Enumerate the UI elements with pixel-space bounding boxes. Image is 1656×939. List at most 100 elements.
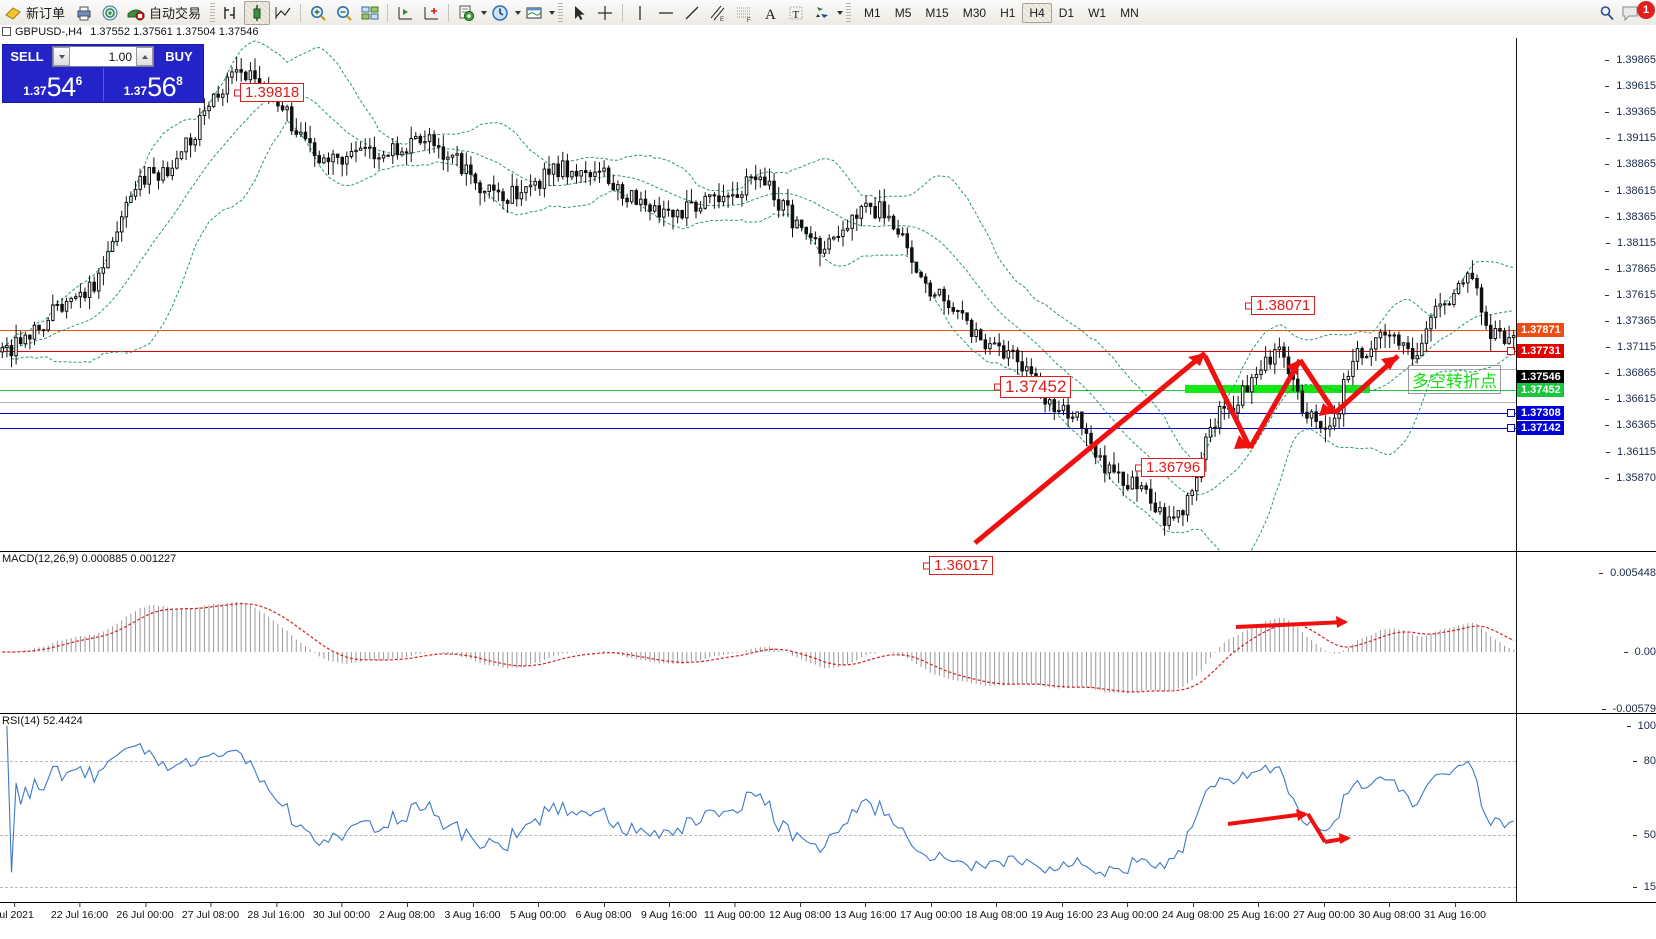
price-tick: 1.39115 bbox=[1606, 132, 1656, 144]
volume-stepper[interactable]: 1.00 bbox=[52, 46, 154, 67]
text-tool-button[interactable]: A bbox=[757, 1, 783, 25]
time-tick: 31 Aug 16:00 bbox=[1424, 902, 1486, 921]
tile-windows-icon bbox=[360, 3, 380, 23]
timeframe-m1[interactable]: M1 bbox=[864, 5, 881, 20]
price-pane[interactable]: 1.39865 1.39615 1.39365 1.39115 1.38865 1.386… bbox=[0, 38, 1656, 575]
horizontal-line-button[interactable] bbox=[653, 1, 679, 25]
timeframe-d1[interactable]: D1 bbox=[1058, 5, 1075, 20]
notification-badge: 1 bbox=[1637, 0, 1655, 19]
rsi-pane[interactable]: RSI(14) 52.4424 100 80 50 15 bbox=[0, 713, 1656, 903]
level-line-137142[interactable] bbox=[0, 428, 1516, 429]
template-icon bbox=[524, 3, 544, 23]
templates-dropdown-caret[interactable] bbox=[549, 10, 556, 15]
chart-shift-icon bbox=[395, 3, 415, 23]
level-handle-137142[interactable] bbox=[1507, 424, 1515, 432]
arrows-dropdown-caret[interactable] bbox=[837, 10, 844, 15]
notifications-button[interactable]: 1 bbox=[1620, 0, 1656, 25]
annotation-138071[interactable]: 1.38071 bbox=[1251, 296, 1316, 315]
chart-area[interactable]: 1.39865 1.39615 1.39365 1.39115 1.38865 1.386… bbox=[0, 38, 1656, 939]
price-tag-137452[interactable]: 1.37452 bbox=[1517, 383, 1564, 397]
zoom-in-icon bbox=[308, 3, 328, 23]
equidistant-channel-button[interactable]: E bbox=[705, 1, 731, 25]
annotation-137452[interactable]: 1.37452 bbox=[1000, 376, 1072, 398]
text-label-button[interactable]: T bbox=[783, 1, 809, 25]
svg-text:E: E bbox=[720, 17, 724, 23]
price-tick: 1.36365 bbox=[1605, 419, 1656, 431]
macd-tick: 0.005448 bbox=[1599, 567, 1656, 579]
time-tick: 6 Aug 08:00 bbox=[575, 902, 632, 921]
annotation-136017[interactable]: 1.36017 bbox=[929, 556, 994, 575]
timeframe-m15[interactable]: M15 bbox=[925, 5, 949, 20]
annotation-136796[interactable]: 1.36796 bbox=[1141, 458, 1206, 477]
volume-value[interactable]: 1.00 bbox=[108, 49, 132, 64]
new-order-button[interactable]: 新订单 bbox=[0, 1, 71, 24]
vertical-line-button[interactable] bbox=[627, 1, 653, 25]
candlestick-icon bbox=[247, 3, 267, 23]
period-dropdown-caret[interactable] bbox=[515, 10, 522, 15]
rsi-axis-line bbox=[1516, 714, 1517, 903]
timeframe-w1[interactable]: W1 bbox=[1088, 5, 1107, 20]
arrows-button[interactable] bbox=[809, 1, 835, 25]
one-click-trading-panel[interactable]: SELL 1.00 BUY 1.37 54 6 1.37 56 8 bbox=[2, 44, 204, 103]
price-tick: 1.39365 bbox=[1605, 106, 1656, 118]
add-indicator-button[interactable] bbox=[453, 1, 479, 25]
cursor-tool-button[interactable] bbox=[566, 1, 592, 25]
zoom-in-button[interactable] bbox=[305, 1, 331, 25]
auto-scroll-button[interactable] bbox=[418, 1, 444, 25]
add-indicator-dropdown-caret[interactable] bbox=[481, 10, 488, 15]
line-chart-button[interactable] bbox=[270, 1, 296, 25]
autotrade-button[interactable]: 自动交易 bbox=[123, 1, 207, 24]
level-line-137308[interactable] bbox=[0, 413, 1516, 414]
macd-pane[interactable]: MACD(12,26,9) 0.000885 0.001227 0.005448… bbox=[0, 551, 1656, 715]
time-tick: 17 Aug 00:00 bbox=[900, 902, 962, 921]
timeframe-mn[interactable]: MN bbox=[1120, 5, 1139, 20]
timeframe-h1[interactable]: H1 bbox=[1000, 5, 1016, 20]
fibonacci-button[interactable]: F bbox=[731, 1, 757, 25]
symbol-ohlc: 1.37552 1.37561 1.37504 1.37546 bbox=[90, 25, 259, 38]
price-tick: 1.35870 bbox=[1605, 472, 1656, 484]
time-tick: 22 Jul 16:00 bbox=[50, 902, 109, 921]
price-tag-137871[interactable]: 1.37871 bbox=[1517, 323, 1564, 337]
templates-button[interactable] bbox=[521, 1, 547, 25]
level-line-137365-grey bbox=[0, 402, 1516, 403]
level-handle-137731[interactable] bbox=[1507, 347, 1515, 355]
price-tick: 1.37115 bbox=[1606, 341, 1656, 353]
timeframe-h4[interactable]: H4 bbox=[1022, 2, 1052, 23]
zoom-out-button[interactable] bbox=[331, 1, 357, 25]
search-button[interactable] bbox=[1594, 1, 1620, 25]
annotation-turning-point[interactable]: 多空转折点 bbox=[1408, 365, 1501, 394]
tile-windows-button[interactable] bbox=[357, 1, 383, 25]
toolbar-grip-1[interactable] bbox=[210, 3, 216, 22]
crosshair-tool-button[interactable] bbox=[592, 1, 618, 25]
level-line-137871[interactable] bbox=[0, 330, 1516, 331]
search-icon bbox=[1597, 3, 1617, 23]
rsi-tick: 15 bbox=[1632, 881, 1656, 893]
price-tag-137308[interactable]: 1.37308 bbox=[1517, 406, 1564, 420]
trendline-button[interactable] bbox=[679, 1, 705, 25]
rsi-tick: 100 bbox=[1626, 720, 1656, 732]
printer-icon bbox=[74, 3, 94, 23]
new-order-icon bbox=[3, 3, 23, 23]
time-tick: 13 Aug 16:00 bbox=[834, 902, 897, 921]
level-line-137731[interactable] bbox=[0, 351, 1516, 352]
shift-end-button[interactable] bbox=[392, 1, 418, 25]
level-handle-137308[interactable] bbox=[1507, 409, 1515, 417]
period-button[interactable] bbox=[487, 1, 513, 25]
volume-decrease-button[interactable] bbox=[53, 47, 70, 66]
bar-chart-button[interactable] bbox=[218, 1, 244, 25]
market-watch-button[interactable] bbox=[97, 1, 123, 25]
volume-increase-button[interactable] bbox=[136, 47, 153, 66]
timeframe-m5[interactable]: M5 bbox=[894, 5, 912, 20]
annotation-139818[interactable]: 1.39818 bbox=[240, 83, 305, 102]
price-tag-137142[interactable]: 1.37142 bbox=[1517, 421, 1564, 435]
support-zone-band[interactable] bbox=[1185, 385, 1370, 393]
buy-button[interactable]: 1.37 56 8 bbox=[102, 68, 204, 101]
candlestick-chart-button[interactable] bbox=[244, 0, 271, 25]
price-tag-137731[interactable]: 1.37731 bbox=[1517, 344, 1564, 358]
toolbar-grip-3[interactable] bbox=[846, 3, 852, 22]
timeframe-m30[interactable]: M30 bbox=[962, 5, 987, 20]
price-tag-137546[interactable]: 1.37546 bbox=[1517, 370, 1564, 384]
toolbar-grip-2[interactable] bbox=[558, 3, 564, 22]
sell-button[interactable]: 1.37 54 6 bbox=[3, 68, 103, 101]
print-preview-icon-button[interactable] bbox=[71, 1, 97, 25]
